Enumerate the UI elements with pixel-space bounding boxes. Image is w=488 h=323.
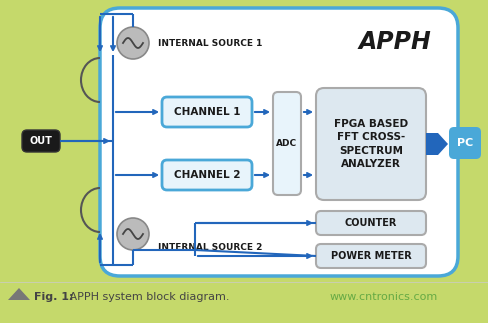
FancyArrow shape — [426, 133, 448, 155]
Text: PC: PC — [457, 138, 473, 148]
Text: ADC: ADC — [276, 139, 298, 148]
Text: CHANNEL 1: CHANNEL 1 — [174, 107, 240, 117]
FancyBboxPatch shape — [22, 130, 60, 152]
Text: www.cntronics.com: www.cntronics.com — [330, 292, 438, 302]
Text: CHANNEL 2: CHANNEL 2 — [174, 170, 240, 180]
FancyBboxPatch shape — [449, 127, 481, 159]
Text: APPH: APPH — [359, 30, 431, 54]
FancyBboxPatch shape — [162, 97, 252, 127]
Polygon shape — [8, 288, 30, 300]
Text: Fig. 1:: Fig. 1: — [34, 292, 74, 302]
Circle shape — [117, 218, 149, 250]
FancyBboxPatch shape — [316, 88, 426, 200]
Text: INTERNAL SOURCE 1: INTERNAL SOURCE 1 — [158, 38, 263, 47]
Circle shape — [117, 27, 149, 59]
Text: INTERNAL SOURCE 2: INTERNAL SOURCE 2 — [158, 244, 263, 253]
Text: APPH system block diagram.: APPH system block diagram. — [66, 292, 229, 302]
Text: OUT: OUT — [30, 136, 52, 146]
Text: FPGA BASED
FFT CROSS-
SPECTRUM
ANALYZER: FPGA BASED FFT CROSS- SPECTRUM ANALYZER — [334, 119, 408, 169]
FancyBboxPatch shape — [162, 160, 252, 190]
FancyBboxPatch shape — [273, 92, 301, 195]
FancyBboxPatch shape — [316, 244, 426, 268]
FancyBboxPatch shape — [100, 8, 458, 276]
Text: POWER METER: POWER METER — [331, 251, 411, 261]
Text: COUNTER: COUNTER — [345, 218, 397, 228]
FancyBboxPatch shape — [316, 211, 426, 235]
